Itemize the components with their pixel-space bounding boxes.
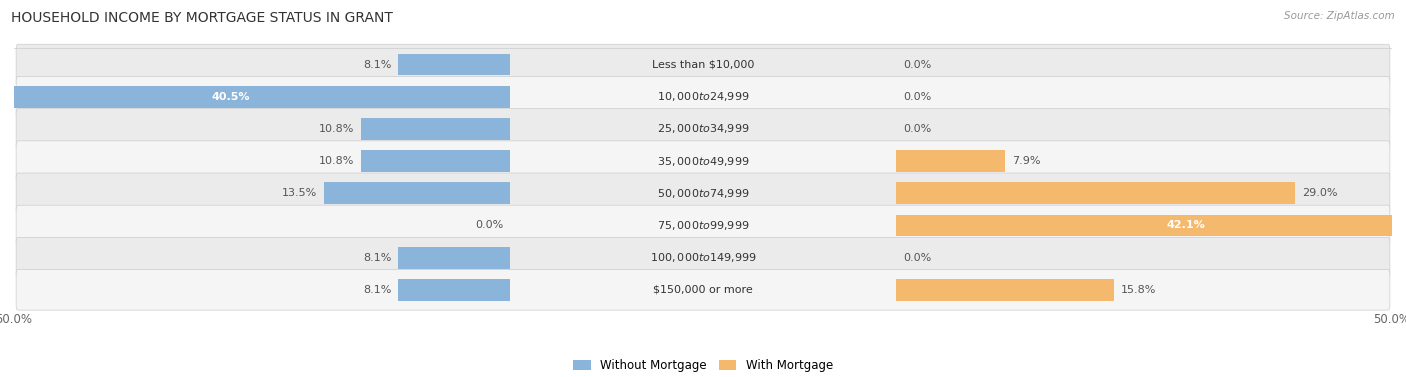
Text: HOUSEHOLD INCOME BY MORTGAGE STATUS IN GRANT: HOUSEHOLD INCOME BY MORTGAGE STATUS IN G… (11, 11, 394, 25)
Text: Source: ZipAtlas.com: Source: ZipAtlas.com (1284, 11, 1395, 21)
Bar (361, 150, 510, 172)
Bar (398, 247, 510, 268)
Text: 10.8%: 10.8% (319, 156, 354, 166)
FancyBboxPatch shape (15, 141, 1391, 181)
Text: 29.0%: 29.0% (1302, 188, 1339, 198)
Text: $150,000 or more: $150,000 or more (654, 285, 752, 295)
Text: 42.1%: 42.1% (1167, 221, 1205, 230)
Bar (0, 86, 510, 108)
Text: 0.0%: 0.0% (903, 124, 931, 134)
Text: 13.5%: 13.5% (283, 188, 318, 198)
Text: 0.0%: 0.0% (903, 92, 931, 102)
FancyBboxPatch shape (15, 205, 1391, 246)
Bar (896, 279, 1114, 301)
Text: 8.1%: 8.1% (363, 60, 392, 69)
Text: 0.0%: 0.0% (903, 60, 931, 69)
Text: 15.8%: 15.8% (1121, 285, 1156, 295)
Bar (896, 150, 1005, 172)
Text: 0.0%: 0.0% (903, 253, 931, 263)
Text: 40.5%: 40.5% (212, 92, 250, 102)
Bar (398, 279, 510, 301)
Text: 8.1%: 8.1% (363, 285, 392, 295)
Text: $10,000 to $24,999: $10,000 to $24,999 (657, 90, 749, 103)
Text: $35,000 to $49,999: $35,000 to $49,999 (657, 155, 749, 168)
Text: Less than $10,000: Less than $10,000 (652, 60, 754, 69)
Text: 7.9%: 7.9% (1012, 156, 1040, 166)
FancyBboxPatch shape (15, 44, 1391, 85)
FancyBboxPatch shape (15, 270, 1391, 310)
FancyBboxPatch shape (15, 77, 1391, 117)
FancyBboxPatch shape (15, 173, 1391, 213)
Text: $75,000 to $99,999: $75,000 to $99,999 (657, 219, 749, 232)
FancyBboxPatch shape (15, 109, 1391, 149)
Text: 10.8%: 10.8% (319, 124, 354, 134)
Text: $50,000 to $74,999: $50,000 to $74,999 (657, 187, 749, 200)
Bar (398, 54, 510, 75)
Bar (323, 182, 510, 204)
Bar (896, 182, 1295, 204)
Text: $25,000 to $34,999: $25,000 to $34,999 (657, 123, 749, 135)
Text: 0.0%: 0.0% (475, 221, 503, 230)
Bar (361, 118, 510, 140)
Text: $100,000 to $149,999: $100,000 to $149,999 (650, 251, 756, 264)
Text: 8.1%: 8.1% (363, 253, 392, 263)
Legend: Without Mortgage, With Mortgage: Without Mortgage, With Mortgage (568, 355, 838, 377)
Bar (896, 215, 1406, 236)
FancyBboxPatch shape (15, 238, 1391, 278)
